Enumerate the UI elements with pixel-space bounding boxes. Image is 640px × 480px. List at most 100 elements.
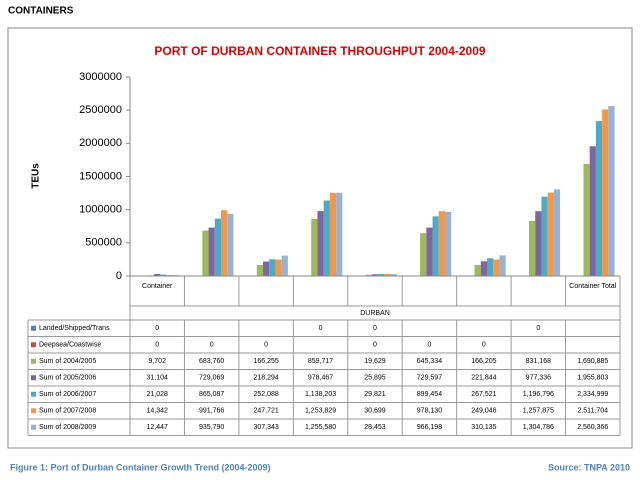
bar bbox=[371, 274, 379, 276]
table-value: 1,255,580 bbox=[305, 424, 336, 431]
bar bbox=[541, 196, 548, 276]
table-value: 1,690,885 bbox=[577, 358, 608, 365]
table-value: 2,511,704 bbox=[577, 408, 608, 415]
y-axis-label: TEUs bbox=[31, 163, 42, 189]
table-value: 247,721 bbox=[253, 408, 278, 415]
legend-label: Sum of 2008/2009 bbox=[39, 424, 96, 431]
bar bbox=[445, 211, 452, 276]
table-value: 252,088 bbox=[253, 391, 278, 398]
section-header: CONTAINERS bbox=[8, 6, 74, 17]
bar bbox=[420, 233, 427, 276]
table-value: 0 bbox=[536, 325, 540, 332]
bar bbox=[378, 274, 385, 276]
table-value: 310,135 bbox=[471, 424, 496, 431]
legend-swatch bbox=[31, 424, 36, 430]
legend-swatch bbox=[31, 391, 36, 397]
bar bbox=[214, 218, 221, 276]
bar bbox=[275, 259, 282, 276]
bar bbox=[311, 218, 318, 276]
bar bbox=[202, 230, 209, 276]
legend-label: Deepsea/Coastwise bbox=[39, 342, 101, 349]
table-value: 0 bbox=[427, 342, 431, 349]
bar bbox=[227, 213, 234, 276]
bar bbox=[438, 211, 445, 276]
table-value: 865,087 bbox=[199, 391, 224, 398]
bar bbox=[329, 192, 337, 276]
figure-caption: Figure 1: Port of Durban Container Growt… bbox=[10, 462, 271, 472]
bar bbox=[432, 216, 439, 276]
table-value: 307,343 bbox=[253, 424, 278, 431]
table-value: 14,342 bbox=[147, 408, 169, 415]
table-value: 0 bbox=[373, 325, 377, 332]
table-value: 977,336 bbox=[526, 375, 551, 382]
bar bbox=[553, 189, 561, 276]
table-value: 249,046 bbox=[471, 408, 496, 415]
table-value: 1,257,875 bbox=[523, 408, 554, 415]
table-value: 1,955,803 bbox=[577, 375, 608, 382]
table-value: 166,255 bbox=[253, 358, 278, 365]
y-tick-label: 1000000 bbox=[79, 204, 122, 216]
bar bbox=[323, 200, 330, 276]
table-value: 267,521 bbox=[471, 391, 496, 398]
table-value: 0 bbox=[482, 342, 486, 349]
table-value: 21,028 bbox=[147, 391, 169, 398]
table-value: 729,069 bbox=[199, 375, 224, 382]
table-value: 25,895 bbox=[364, 375, 386, 382]
category-label-box: Container Total bbox=[569, 283, 617, 290]
table-value: 859,717 bbox=[308, 358, 333, 365]
table-value: 899,454 bbox=[417, 391, 442, 398]
table-value: 30,699 bbox=[364, 408, 386, 415]
table-value: 0 bbox=[264, 342, 268, 349]
bar bbox=[529, 220, 536, 276]
legend-label: Sum of 2007/2008 bbox=[39, 408, 96, 415]
table-value: 978,130 bbox=[417, 408, 442, 415]
table-value: 1,304,786 bbox=[523, 424, 554, 431]
table-value: 218,294 bbox=[253, 375, 278, 382]
bar bbox=[263, 261, 270, 276]
y-tick-label: 2500000 bbox=[79, 104, 122, 116]
chart-title: PORT OF DURBAN CONTAINER THROUGHPUT 2004… bbox=[154, 44, 485, 58]
y-tick-label: 2000000 bbox=[79, 137, 122, 149]
legend-label: Sum of 2004/2005 bbox=[39, 358, 96, 365]
bar bbox=[480, 261, 487, 276]
bar bbox=[336, 192, 343, 276]
legend-swatch bbox=[31, 342, 36, 348]
table-value: 166,205 bbox=[471, 358, 496, 365]
bar bbox=[317, 211, 324, 276]
bar bbox=[589, 146, 596, 276]
table-value: 966,198 bbox=[417, 424, 442, 431]
table-value: 0 bbox=[155, 325, 159, 332]
bar bbox=[426, 227, 433, 276]
bar bbox=[390, 274, 397, 276]
bar bbox=[154, 273, 161, 276]
bar bbox=[384, 273, 391, 276]
table-value: 12,447 bbox=[147, 424, 169, 431]
bar bbox=[602, 109, 609, 276]
table-value: 0 bbox=[319, 325, 323, 332]
table-value: 19,629 bbox=[364, 358, 386, 365]
bar bbox=[221, 210, 228, 276]
legend-swatch bbox=[31, 408, 36, 414]
legend-label: Landed/Shipped/Trans bbox=[39, 325, 110, 332]
table-value: 1,196,796 bbox=[523, 391, 554, 398]
table-value: 221,844 bbox=[471, 375, 496, 382]
bar bbox=[365, 274, 372, 276]
table-value: 28,453 bbox=[364, 424, 386, 431]
table-value: 645,334 bbox=[417, 358, 442, 365]
category-label-box: Container bbox=[142, 283, 173, 290]
x-tick-label: Container Total bbox=[569, 283, 617, 290]
table-value: 0 bbox=[373, 342, 377, 349]
legend-label: Sum of 2005/2006 bbox=[39, 375, 96, 382]
table-value: 1,253,829 bbox=[305, 408, 336, 415]
legend-swatch bbox=[31, 375, 36, 381]
legend-swatch bbox=[31, 358, 36, 364]
y-tick-label: 3000000 bbox=[79, 71, 122, 83]
y-tick-label: 0 bbox=[116, 270, 122, 282]
legend-label: Sum of 2006/2007 bbox=[39, 391, 96, 398]
x-tick-label: Container bbox=[142, 283, 173, 290]
bar bbox=[595, 121, 603, 277]
table-value: 29,821 bbox=[364, 391, 386, 398]
bar bbox=[499, 255, 506, 276]
y-tick-label: 500000 bbox=[85, 237, 122, 249]
